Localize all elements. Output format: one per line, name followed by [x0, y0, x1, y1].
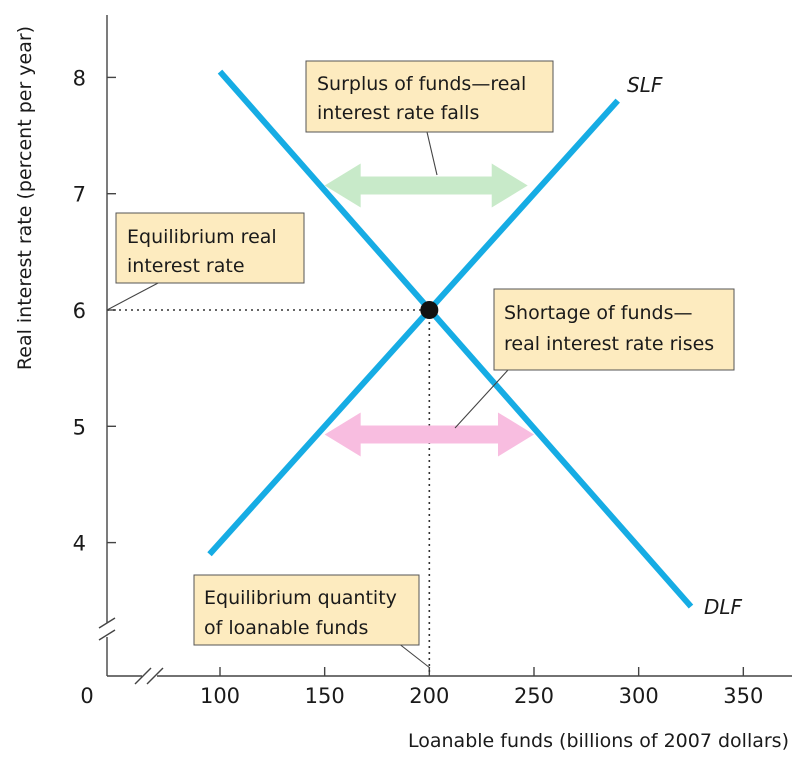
- axes: 0 100 150 200 250 300 350 4 5 6 7 8: [73, 15, 792, 708]
- disequilibrium-arrows: [324, 163, 534, 457]
- equilibrium-dot: [420, 301, 439, 319]
- shortage-line-2: real interest rate rises: [504, 333, 714, 355]
- surplus-line-2: interest rate falls: [317, 102, 479, 124]
- surplus-arrow: [324, 163, 528, 208]
- y-axis-ticks: 4 5 6 7 8: [73, 66, 116, 556]
- shortage-leader: [454, 369, 509, 429]
- x-tick-label: 150: [305, 684, 345, 708]
- y-tick-label: 4: [73, 532, 86, 556]
- equilibrium-point: [420, 301, 439, 319]
- y-tick-label: 6: [73, 299, 86, 323]
- x-tick-label: 200: [409, 684, 449, 708]
- slf-curve: [207, 98, 620, 557]
- x-tick-label: 300: [619, 684, 659, 708]
- equilibrium-rate-line-1: Equilibrium real: [127, 226, 277, 248]
- x-tick-label: 0: [80, 684, 93, 708]
- x-axis-ticks: 0 100 150 200 250 300 350: [80, 667, 763, 708]
- y-tick-label: 7: [73, 183, 86, 207]
- x-tick-label: 100: [200, 684, 240, 708]
- shortage-arrow: [324, 412, 534, 457]
- surplus-line-1: Surplus of funds—real: [317, 73, 526, 95]
- y-tick-label: 5: [73, 415, 86, 439]
- equilibrium-quantity-line-2: of loanable funds: [204, 617, 368, 639]
- curves: [207, 69, 694, 609]
- slf-label: SLF: [627, 73, 663, 97]
- y-axis-label: Real interest rate (percent per year): [14, 26, 36, 370]
- dlf-curve: [217, 69, 694, 609]
- x-tick-label: 250: [514, 684, 554, 708]
- shortage-annotation: Shortage of funds— real interest rate ri…: [493, 288, 735, 371]
- y-axis-break: [98, 617, 116, 641]
- shortage-line-1: Shortage of funds—: [504, 302, 693, 324]
- equilibrium-rate-leader: [106, 281, 161, 311]
- equilibrium-guides: [107, 309, 431, 676]
- surplus-leader: [426, 131, 438, 176]
- equilibrium-quantity-leader: [397, 642, 431, 669]
- x-tick-label: 350: [723, 684, 763, 708]
- equilibrium-rate-annotation: Equilibrium real interest rate: [115, 212, 305, 284]
- x-axis-break: [134, 667, 164, 685]
- dlf-label: DLF: [704, 595, 743, 619]
- x-axis-label: Loanable funds (billions of 2007 dollars…: [408, 730, 789, 752]
- annotation-leaders: [106, 131, 509, 669]
- equilibrium-quantity-line-1: Equilibrium quantity: [204, 587, 397, 609]
- surplus-annotation: Surplus of funds—real interest rate fall…: [305, 60, 554, 133]
- equilibrium-quantity-annotation: Equilibrium quantity of loanable funds: [193, 574, 420, 646]
- equilibrium-rate-line-2: interest rate: [127, 255, 245, 277]
- y-tick-label: 8: [73, 66, 86, 90]
